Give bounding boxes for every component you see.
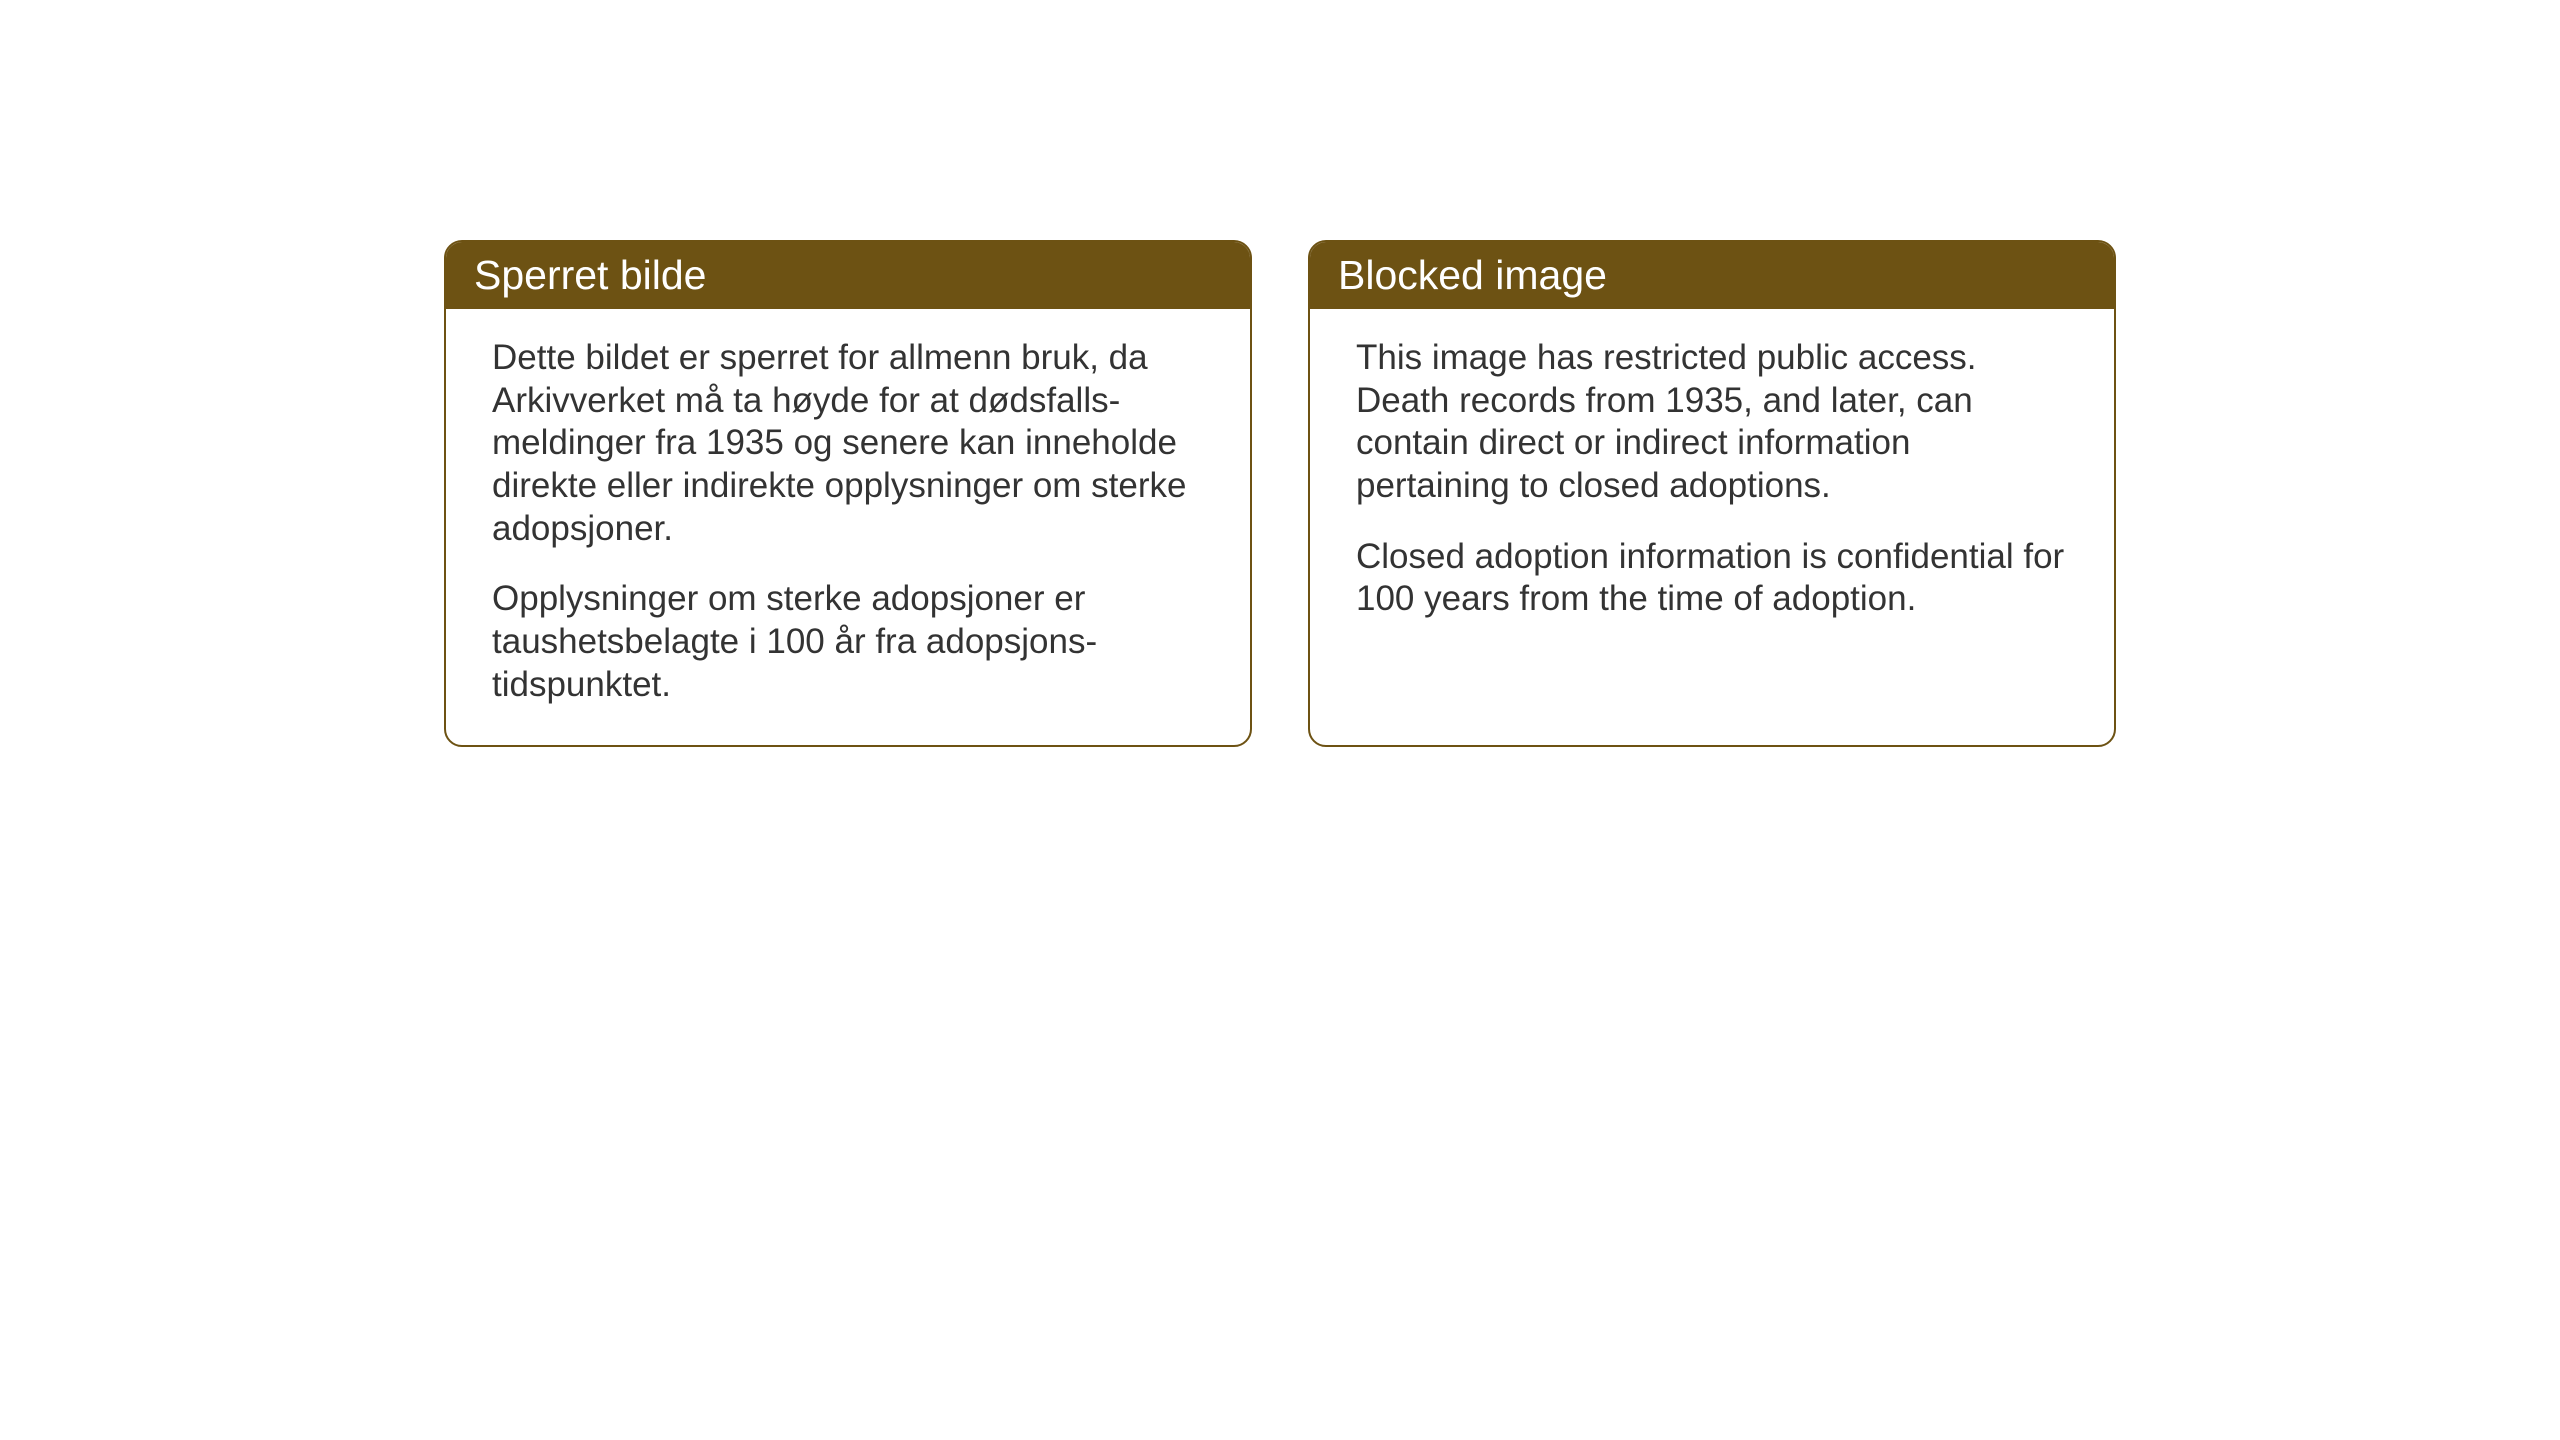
notice-card-norwegian: Sperret bilde Dette bildet er sperret fo… <box>444 240 1252 747</box>
card-paragraph-2-norwegian: Opplysninger om sterke adopsjoner er tau… <box>492 578 1204 706</box>
card-paragraph-1-english: This image has restricted public access.… <box>1356 337 2068 508</box>
notice-card-english: Blocked image This image has restricted … <box>1308 240 2116 747</box>
card-title-norwegian: Sperret bilde <box>474 252 706 298</box>
notice-container: Sperret bilde Dette bildet er sperret fo… <box>444 240 2116 747</box>
card-body-english: This image has restricted public access.… <box>1310 309 2114 659</box>
card-title-english: Blocked image <box>1338 252 1607 298</box>
card-header-norwegian: Sperret bilde <box>446 242 1250 309</box>
card-body-norwegian: Dette bildet er sperret for allmenn bruk… <box>446 309 1250 745</box>
card-paragraph-2-english: Closed adoption information is confident… <box>1356 536 2068 621</box>
card-paragraph-1-norwegian: Dette bildet er sperret for allmenn bruk… <box>492 337 1204 550</box>
card-header-english: Blocked image <box>1310 242 2114 309</box>
